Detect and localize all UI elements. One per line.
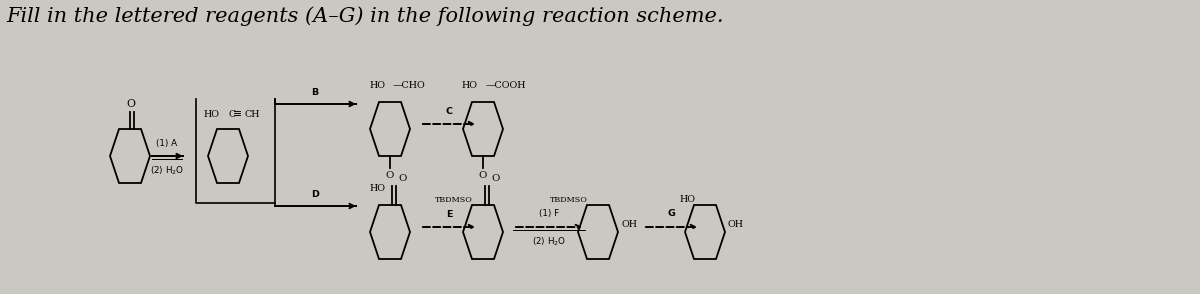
Text: HO: HO <box>679 196 695 205</box>
Text: (1) A: (1) A <box>156 139 178 148</box>
Text: (2) H$_2$O: (2) H$_2$O <box>532 236 566 248</box>
Text: ≡: ≡ <box>233 109 241 119</box>
Text: O: O <box>398 174 407 183</box>
Text: CH: CH <box>245 109 260 118</box>
Text: O: O <box>126 99 136 109</box>
Text: E: E <box>445 210 452 219</box>
Text: (2) H$_2$O: (2) H$_2$O <box>150 164 184 176</box>
Text: TBDMSO: TBDMSO <box>550 196 588 204</box>
Text: OH: OH <box>728 220 744 228</box>
Text: —CHO: —CHO <box>394 81 426 89</box>
Text: HO: HO <box>204 109 220 118</box>
Text: O: O <box>491 174 499 183</box>
Text: TBDMSO: TBDMSO <box>436 196 473 204</box>
Text: O: O <box>386 171 394 180</box>
Text: HO: HO <box>462 81 478 89</box>
Text: C: C <box>445 107 452 116</box>
Text: HO: HO <box>370 81 385 89</box>
Text: OH: OH <box>622 220 637 228</box>
Text: (1) F: (1) F <box>539 209 559 218</box>
Text: —COOH: —COOH <box>486 81 527 89</box>
Text: Fill in the lettered reagents (A–G) in the following reaction scheme.: Fill in the lettered reagents (A–G) in t… <box>6 6 724 26</box>
Text: B: B <box>312 88 318 97</box>
Text: D: D <box>311 190 319 199</box>
Text: HO: HO <box>370 183 385 193</box>
Text: O: O <box>479 171 487 180</box>
Text: G: G <box>667 209 674 218</box>
Text: C: C <box>229 109 236 118</box>
